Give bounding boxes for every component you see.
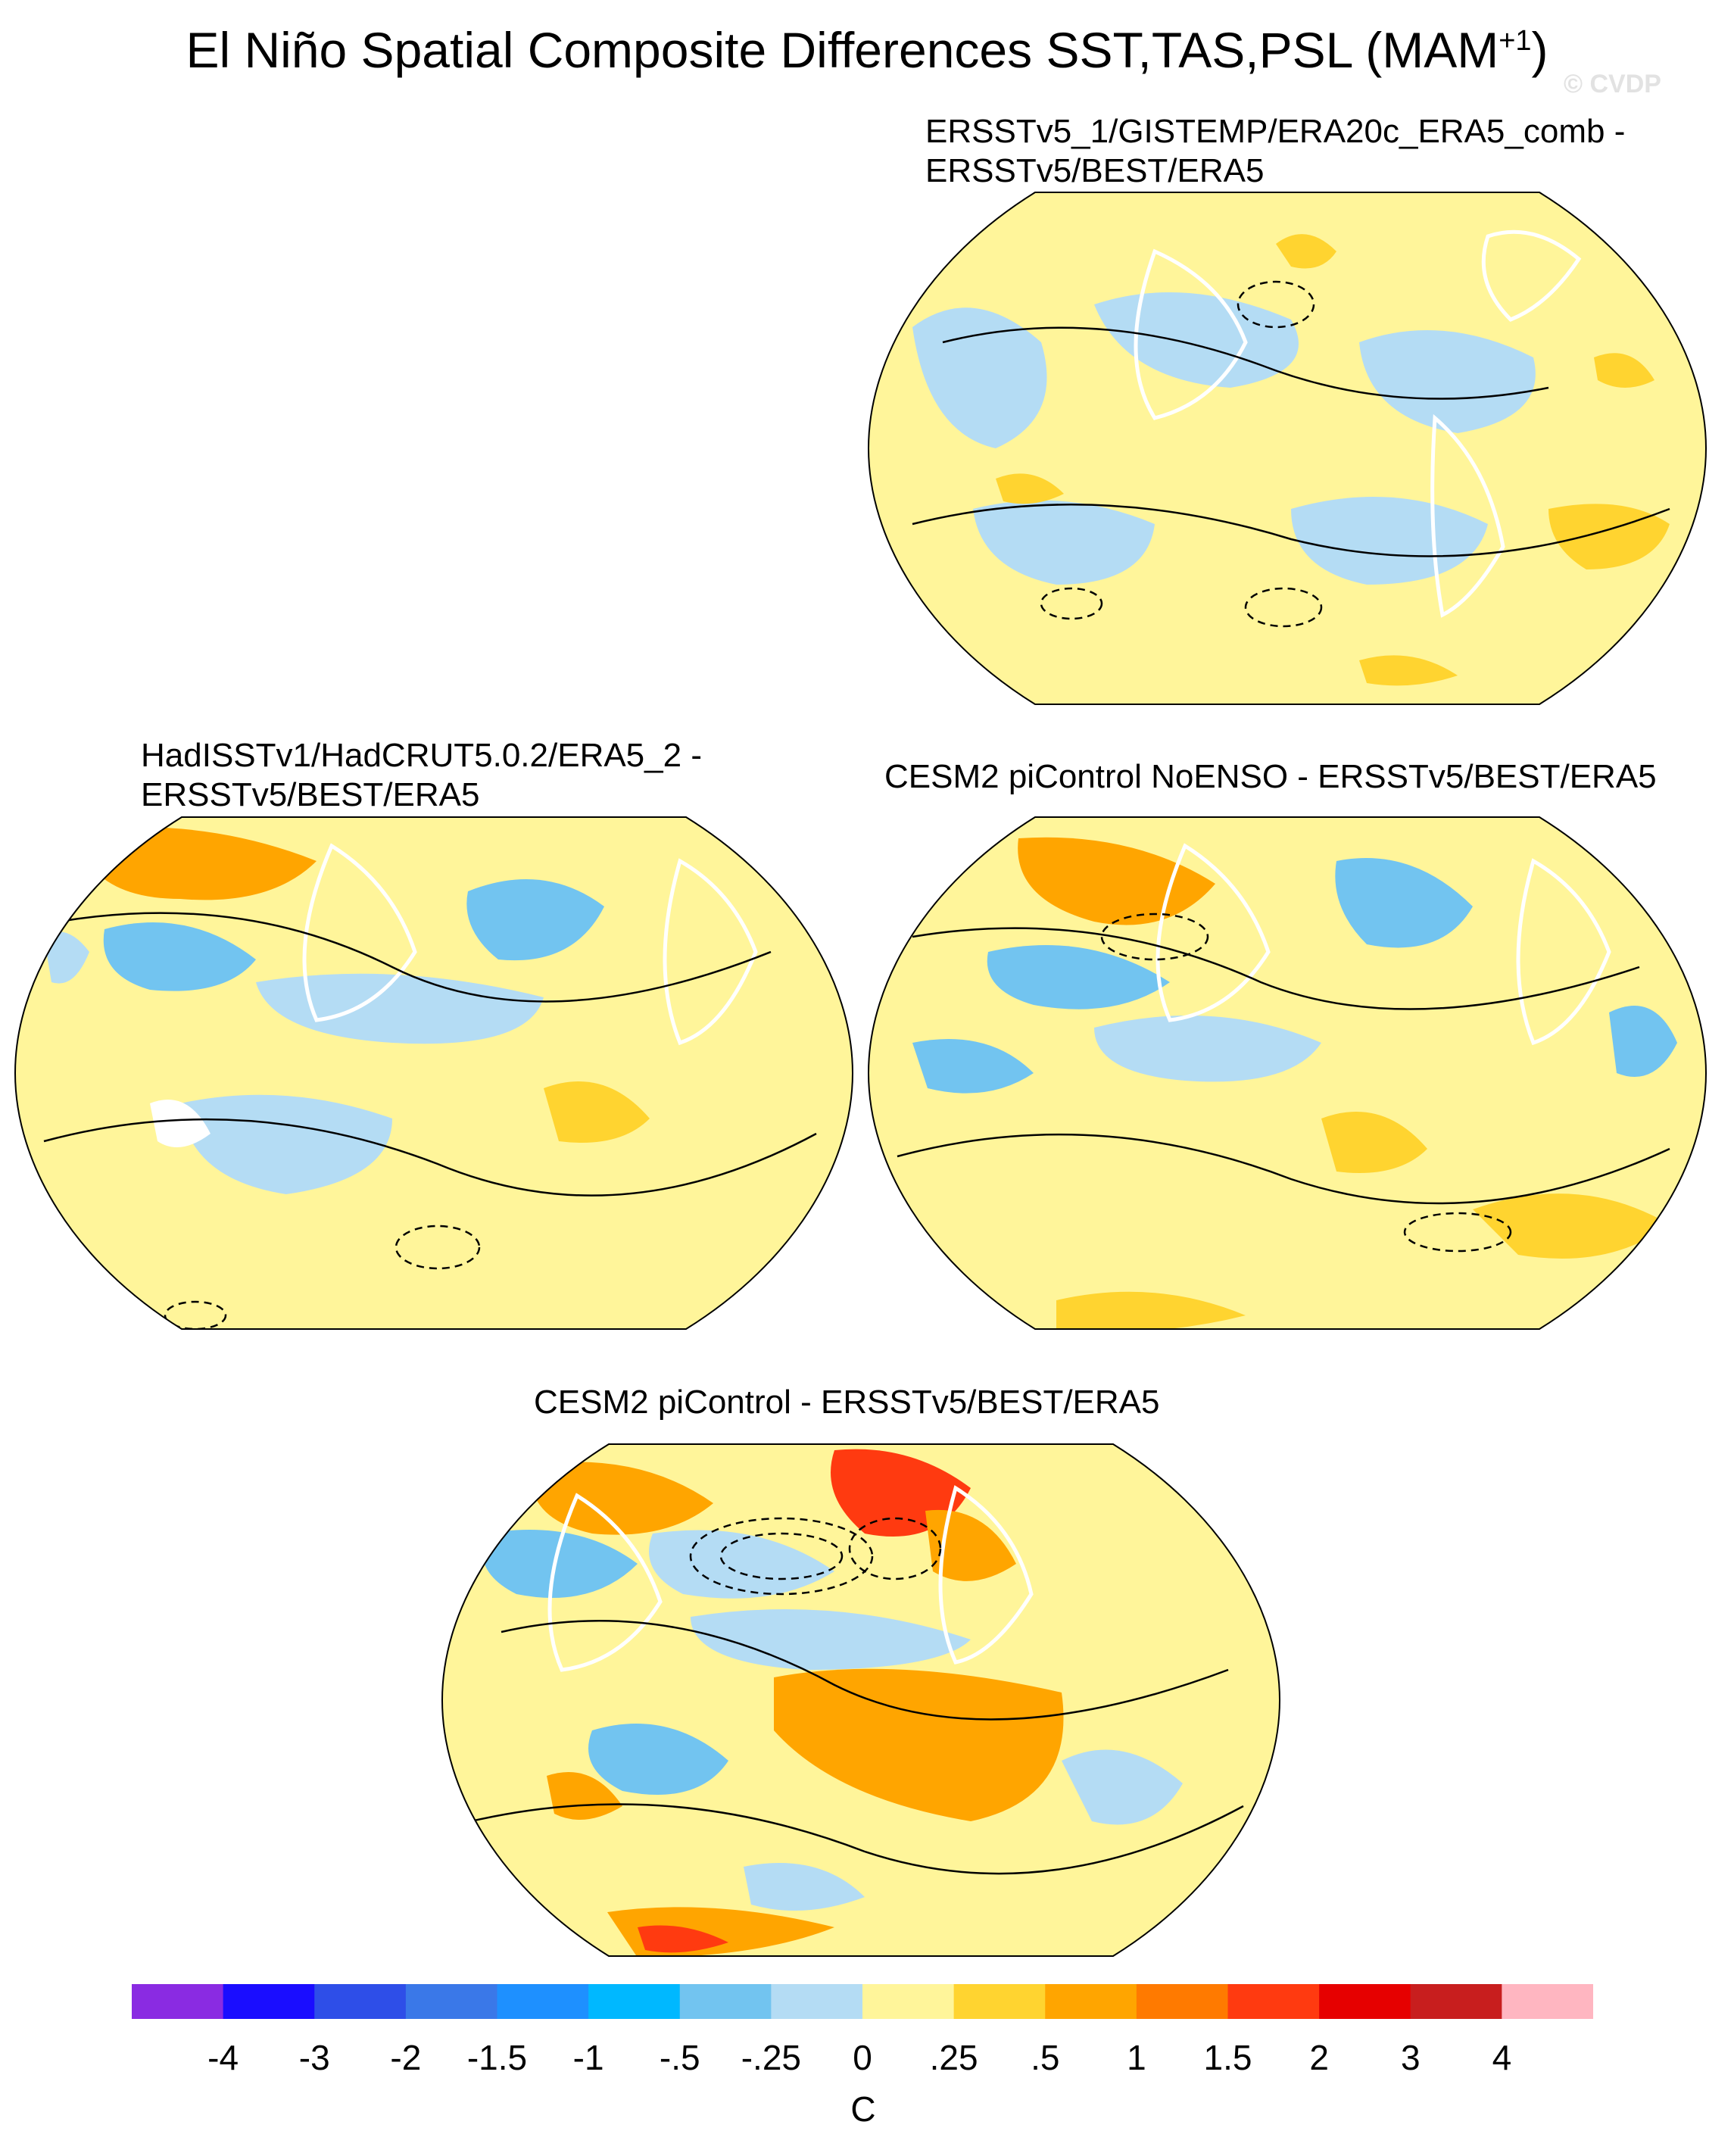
colorbar-swatch <box>588 1984 681 2019</box>
colorbar-swatch <box>1410 1984 1502 2019</box>
colorbar-tick-label: -1.5 <box>466 2038 528 2077</box>
colorbar-swatch <box>862 1984 955 2019</box>
colorbar-tick-label: 3 <box>1400 2038 1421 2077</box>
colorbar-tick-label: 2 <box>1309 2038 1329 2077</box>
colorbar-swatch <box>223 1984 315 2019</box>
colorbar-swatch <box>314 1984 407 2019</box>
colorbar-units: C <box>850 2089 876 2129</box>
watermark: © CVDP <box>1564 70 1661 98</box>
colorbar-tick-label: 1.5 <box>1203 2038 1252 2077</box>
colorbar-tick-label: -1 <box>572 2038 604 2077</box>
panel-title-2: HadISSTv1/HadCRUT5.0.2/ERA5_2 - ERSSTv5/B… <box>141 737 702 813</box>
map-panel-2 <box>14 816 854 1330</box>
colorbar-tick-label: .5 <box>1031 2038 1060 2077</box>
colorbar-tick-label: 1 <box>1127 2038 1146 2077</box>
colorbar-tick-label: 4 <box>1492 2038 1512 2077</box>
panel-title-3: CESM2 piControl NoENSO - ERSSTv5/BEST/ER… <box>884 758 1657 795</box>
colorbar-swatch <box>497 1984 589 2019</box>
panel-title-1: ERSSTv5_1/GISTEMP/ERA20c_ERA5_comb - ERSS… <box>925 113 1626 189</box>
colorbar-swatch <box>1319 1984 1411 2019</box>
colorbar-swatch <box>1136 1984 1228 2019</box>
colorbar-tick-label: .25 <box>929 2038 978 2077</box>
colorbar-tick-label: -4 <box>207 2038 239 2077</box>
colorbar-tick-label: -2 <box>390 2038 422 2077</box>
map-panel-3 <box>867 816 1707 1330</box>
colorbar-swatch <box>679 1984 772 2019</box>
colorbar-swatch <box>1227 1984 1320 2019</box>
colorbar-tick-label: -3 <box>298 2038 330 2077</box>
colorbar-tick-label: -.5 <box>659 2038 700 2077</box>
map-panel-4 <box>441 1443 1281 1957</box>
map-panel-1 <box>867 192 1707 705</box>
panel-title-4: CESM2 piControl - ERSSTv5/BEST/ERA5 <box>534 1384 1160 1421</box>
colorbar-tick-label: -.25 <box>741 2038 801 2077</box>
colorbar-swatch <box>132 1984 224 2019</box>
colorbar-swatch <box>405 1984 497 2019</box>
figure-title: El Niño Spatial Composite Differences SS… <box>186 22 1548 78</box>
colorbar-tick-label: 0 <box>853 2038 872 2077</box>
colorbar-swatch <box>1045 1984 1137 2019</box>
colorbar-swatch <box>1502 1984 1593 2019</box>
colorbar-swatch <box>953 1984 1046 2019</box>
colorbar-swatch <box>771 1984 863 2019</box>
colorbar <box>132 1984 1593 2019</box>
